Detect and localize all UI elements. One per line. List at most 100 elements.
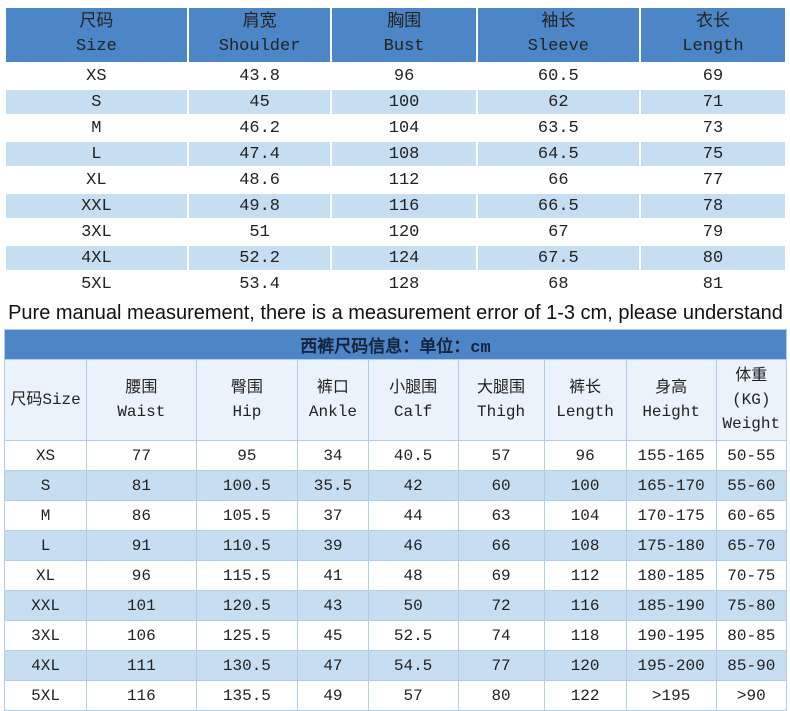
value-cell: 45 xyxy=(186,88,333,116)
value-cell: 49 xyxy=(297,680,369,711)
value-cell: 73 xyxy=(638,114,788,142)
size-cell: XXL xyxy=(3,590,88,621)
size-cell: XXL xyxy=(4,192,189,220)
col-header-sleeve: 袖长 Sleeve xyxy=(475,6,641,64)
table-row: L 91 110.5 39 46 66 108 175-180 65-70 xyxy=(3,530,788,561)
value-cell: 86 xyxy=(86,500,197,531)
value-cell: 165-170 xyxy=(625,470,717,501)
value-cell: 49.8 xyxy=(186,192,333,220)
value-cell: 52.2 xyxy=(186,244,333,272)
value-cell: 50-55 xyxy=(715,440,788,471)
value-cell: 62 xyxy=(475,88,641,116)
table-row: XS 77 95 34 40.5 57 96 155-165 50-55 xyxy=(3,440,788,471)
col-header-sleeve-zh: 袖长 xyxy=(541,13,576,32)
table-row: M 46.2 104 63.5 73 xyxy=(4,114,788,142)
value-cell: 68 xyxy=(475,270,641,298)
value-cell: 106 xyxy=(86,620,197,651)
value-cell: 125.5 xyxy=(195,620,299,651)
value-cell: 43.8 xyxy=(186,62,333,90)
col-header-bust: 胸围 Bust xyxy=(330,6,478,64)
col-header-height: 身高 Height xyxy=(625,359,717,441)
value-cell: 34 xyxy=(297,440,369,471)
col-header-ankle-en: Ankle xyxy=(308,403,357,421)
value-cell: 128 xyxy=(330,270,478,298)
value-cell: 105.5 xyxy=(195,500,299,531)
value-cell: 120.5 xyxy=(195,590,299,621)
value-cell: 77 xyxy=(638,166,788,194)
table-row: 4XL 52.2 124 67.5 80 xyxy=(4,244,788,272)
value-cell: 66.5 xyxy=(475,192,641,220)
value-cell: 47 xyxy=(297,650,369,681)
value-cell: 190-195 xyxy=(625,620,717,651)
value-cell: 53.4 xyxy=(186,270,333,298)
col-header-length: 裤长 Length xyxy=(543,359,627,441)
col-header-calf: 小腿围 Calf xyxy=(367,359,459,441)
pants-table-title: 西裤尺码信息：单位：cm xyxy=(4,329,787,360)
value-cell: 110.5 xyxy=(195,530,299,561)
value-cell: 180-185 xyxy=(625,560,717,591)
col-header-waist-en: Waist xyxy=(117,403,166,421)
value-cell: 40.5 xyxy=(367,440,459,471)
value-cell: 111 xyxy=(86,650,197,681)
value-cell: 118 xyxy=(543,620,627,651)
col-header-size: 尺码Size xyxy=(3,359,88,441)
table-row: 4XL 111 130.5 47 54.5 77 120 195-200 85-90 xyxy=(3,650,788,681)
value-cell: 46.2 xyxy=(186,114,333,142)
size-cell: 5XL xyxy=(3,680,88,711)
size-cell: XS xyxy=(4,62,189,90)
shirt-size-table: 尺码 Size 肩宽 Shoulder 胸围 Bust 袖长 Sleeve 衣长 xyxy=(4,6,788,298)
table-row: XL 96 115.5 41 48 69 112 180-185 70-75 xyxy=(3,560,788,591)
value-cell: 100.5 xyxy=(195,470,299,501)
measurement-notice: Pure manual measurement, there is a meas… xyxy=(8,302,783,324)
size-cell: 3XL xyxy=(4,218,189,246)
value-cell: 67 xyxy=(475,218,641,246)
size-cell: M xyxy=(4,114,189,142)
value-cell: 66 xyxy=(457,530,545,561)
value-cell: 96 xyxy=(86,560,197,591)
value-cell: 81 xyxy=(638,270,788,298)
value-cell: 85-90 xyxy=(715,650,788,681)
col-header-weight-zh: 体重(KG) xyxy=(732,367,771,409)
value-cell: 64.5 xyxy=(475,140,641,168)
value-cell: 100 xyxy=(543,470,627,501)
size-cell: XL xyxy=(3,560,88,591)
size-cell: 5XL xyxy=(4,270,189,298)
value-cell: 170-175 xyxy=(625,500,717,531)
size-cell: XL xyxy=(4,166,189,194)
table-row: XL 48.6 112 66 77 xyxy=(4,166,788,194)
value-cell: 135.5 xyxy=(195,680,299,711)
value-cell: 108 xyxy=(543,530,627,561)
value-cell: 91 xyxy=(86,530,197,561)
shirt-table-header: 尺码 Size 肩宽 Shoulder 胸围 Bust 袖长 Sleeve 衣长 xyxy=(4,6,788,64)
value-cell: 65-70 xyxy=(715,530,788,561)
size-cell: 4XL xyxy=(3,650,88,681)
size-cell: S xyxy=(4,88,189,116)
value-cell: 50 xyxy=(367,590,459,621)
value-cell: 108 xyxy=(330,140,478,168)
value-cell: 75-80 xyxy=(715,590,788,621)
col-header-size: 尺码 Size xyxy=(4,6,189,64)
value-cell: 124 xyxy=(330,244,478,272)
value-cell: 39 xyxy=(297,530,369,561)
value-cell: 48 xyxy=(367,560,459,591)
col-header-waist: 腰围 Waist xyxy=(86,359,197,441)
value-cell: 57 xyxy=(457,440,545,471)
value-cell: 185-190 xyxy=(625,590,717,621)
value-cell: 175-180 xyxy=(625,530,717,561)
col-header-size-zh: 尺码 xyxy=(79,13,114,32)
value-cell: 77 xyxy=(86,440,197,471)
table-row: L 47.4 108 64.5 75 xyxy=(4,140,788,168)
pants-table-header: 西裤尺码信息：单位：cm 尺码Size 腰围 Waist 臀围 Hip 裤口 A… xyxy=(3,329,788,441)
col-header-ankle-zh: 裤口 xyxy=(316,379,349,397)
col-header-weight-en: Weight xyxy=(722,415,781,433)
col-header-calf-en: Calf xyxy=(393,403,433,421)
value-cell: 51 xyxy=(186,218,333,246)
size-cell: L xyxy=(4,140,189,168)
value-cell: 69 xyxy=(638,62,788,90)
value-cell: 79 xyxy=(638,218,788,246)
value-cell: 130.5 xyxy=(195,650,299,681)
table-row: M 86 105.5 37 44 63 104 170-175 60-65 xyxy=(3,500,788,531)
value-cell: 69 xyxy=(457,560,545,591)
col-header-bust-zh: 胸围 xyxy=(387,13,422,32)
size-cell: M xyxy=(3,500,88,531)
